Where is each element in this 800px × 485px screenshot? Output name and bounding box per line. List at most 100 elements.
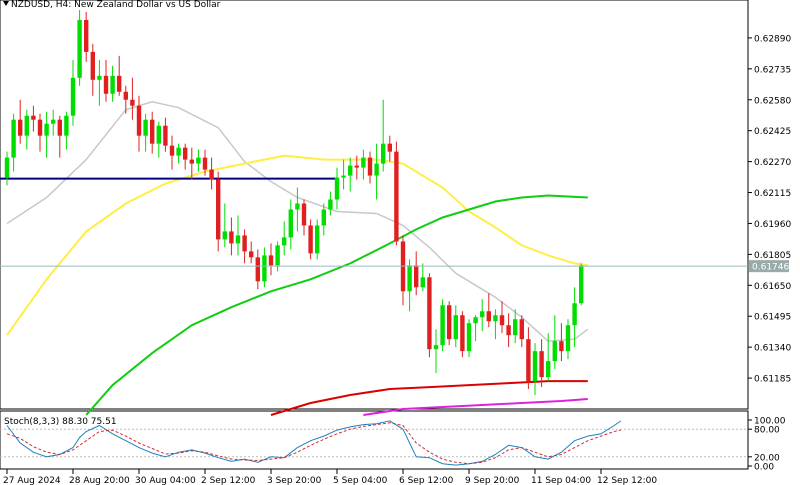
candle-body: [565, 325, 571, 352]
candle: [64, 111, 69, 150]
candle-body: [480, 311, 485, 318]
stoch-header: Stoch(8,3,3) 88.30 75.51: [4, 417, 117, 427]
candle-body: [189, 159, 194, 164]
candle-body: [169, 145, 175, 156]
candle: [268, 243, 274, 276]
price-tick-label: 0.62115: [754, 189, 791, 199]
candle-body: [334, 177, 340, 200]
candle: [506, 313, 511, 348]
time-tick-label: 27 Aug 2024: [3, 476, 61, 485]
stochastic-lines: [6, 420, 622, 466]
price-tick-label: 0.62580: [754, 96, 791, 106]
candle: [84, 11, 89, 62]
candle: [229, 217, 234, 256]
price-tick-label: 0.62270: [754, 158, 791, 168]
stoch-levels: [0, 428, 748, 458]
candle-body: [209, 169, 214, 180]
candle-body: [202, 157, 208, 170]
candle-body: [539, 351, 544, 378]
candle: [447, 301, 452, 346]
candle-body: [235, 235, 241, 244]
candle: [559, 323, 564, 362]
chart-header: NZDUSD, H4: New Zealand Dollar vs US Dol…: [3, 0, 221, 10]
candle-body: [546, 361, 551, 378]
candle-body: [275, 245, 280, 266]
candle-body: [348, 165, 353, 176]
candle: [262, 247, 267, 288]
candle-body: [18, 119, 23, 136]
candle: [433, 329, 439, 374]
price-tick-label: 0.61495: [754, 313, 791, 323]
candle: [414, 251, 419, 296]
candle: [31, 105, 36, 132]
candle-body: [11, 119, 16, 158]
stoch-signal-line: [6, 422, 621, 465]
candle-body: [242, 235, 247, 252]
candle: [169, 135, 175, 170]
candle-body: [84, 19, 89, 52]
candle: [341, 159, 346, 190]
candle: [90, 43, 95, 96]
candle-body: [354, 165, 359, 168]
candle: [552, 315, 557, 370]
main-pane: [0, 0, 749, 410]
candle-body: [414, 265, 419, 288]
candle: [565, 319, 571, 360]
candle: [473, 315, 478, 342]
candle-body: [499, 315, 505, 326]
candle-body: [466, 323, 472, 352]
candle-body: [493, 315, 498, 322]
candle: [282, 221, 287, 256]
candle: [156, 121, 161, 158]
candle-body: [341, 175, 346, 178]
candle: [539, 339, 544, 388]
current-price-label: 0.61746: [752, 263, 789, 273]
candle: [486, 293, 491, 328]
candle: [513, 309, 518, 344]
candle-body: [24, 115, 29, 136]
candle: [301, 199, 307, 236]
candle-body: [249, 251, 254, 258]
candle-body: [163, 125, 168, 146]
candle-body: [519, 319, 524, 340]
candle: [18, 99, 23, 144]
candle: [321, 203, 326, 236]
candle: [440, 299, 445, 352]
candle-body: [282, 237, 287, 246]
candle-body: [453, 315, 458, 340]
price-tick-label: 0.62425: [754, 127, 791, 137]
candle-body: [37, 119, 43, 136]
candle-body: [433, 345, 439, 350]
candle: [163, 117, 168, 152]
time-tick-label: 12 Sep 12:00: [597, 476, 657, 485]
candle-body: [381, 143, 386, 164]
candle: [526, 327, 531, 390]
price-tick-label: 0.61805: [754, 251, 791, 261]
candle: [579, 263, 584, 306]
chart-title: NZDUSD, H4: New Zealand Dollar vs US Dol…: [11, 0, 221, 10]
candle: [44, 111, 49, 158]
ma20-line: [6, 101, 589, 342]
candle-body: [440, 305, 445, 346]
price-tick-label: 0.61185: [754, 375, 791, 385]
price-tick-label: 0.61960: [754, 220, 791, 230]
candle-body: [447, 305, 452, 340]
candle-body: [70, 77, 76, 116]
ma100-line: [85, 194, 588, 416]
candle: [209, 157, 214, 190]
collapse-triangle-icon[interactable]: [3, 1, 9, 6]
candle-body: [295, 203, 300, 210]
stoch-tick-label: 80.00: [754, 426, 780, 436]
price-axis: 0.62890 0.62735 0.62580 0.62425 0.62270 0.621…: [748, 34, 791, 385]
time-tick-label: 6 Sep 12:00: [399, 476, 454, 485]
candle-body: [532, 351, 538, 382]
candle-body: [579, 265, 584, 304]
candle: [103, 59, 109, 102]
candle: [70, 59, 76, 126]
candle: [196, 149, 201, 172]
candle: [77, 9, 82, 86]
candle: [572, 287, 577, 348]
candle-body: [526, 339, 531, 382]
candle-body: [229, 231, 234, 244]
candle-body: [262, 255, 267, 282]
